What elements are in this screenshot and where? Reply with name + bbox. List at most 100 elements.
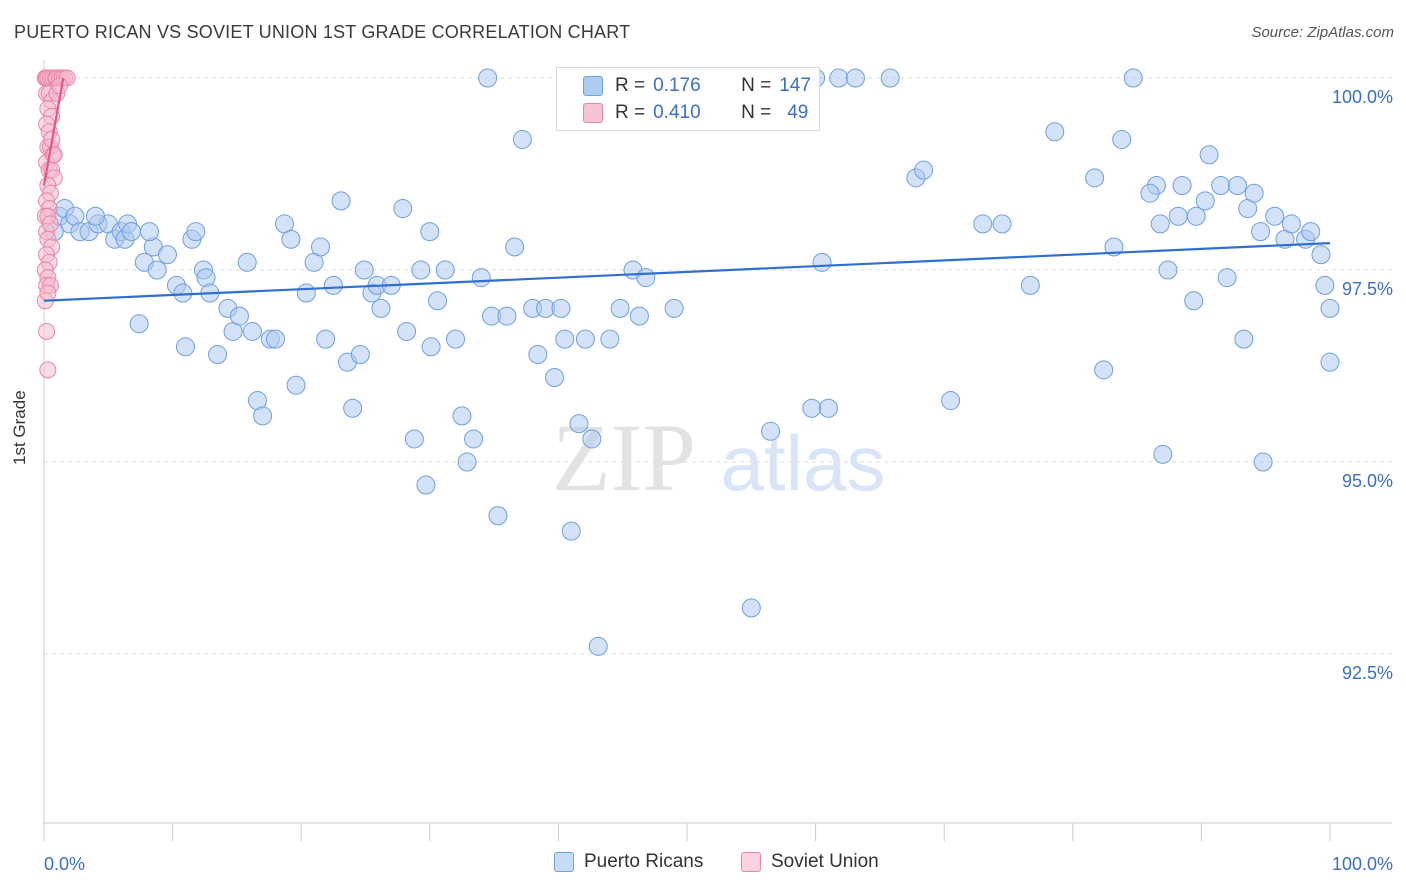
data-point	[880, 68, 900, 88]
data-point	[1315, 275, 1335, 295]
legend-n-value: 147	[779, 75, 811, 96]
data-point	[528, 344, 548, 364]
data-point	[296, 283, 316, 303]
y-tick-labels: 92.5% 95.0% 97.5% 100.0%	[1332, 87, 1393, 683]
data-point	[121, 222, 141, 242]
data-point	[1211, 176, 1231, 196]
data-point	[1140, 183, 1160, 203]
data-point	[464, 429, 484, 449]
data-point	[575, 329, 595, 349]
watermark-atlas: atlas	[721, 419, 886, 507]
data-point	[186, 222, 206, 242]
data-point	[281, 229, 301, 249]
data-point	[600, 329, 620, 349]
data-point	[1020, 275, 1040, 295]
data-point	[973, 214, 993, 234]
bottom-legend-soviet-union: Soviet Union	[741, 851, 879, 873]
data-point	[286, 375, 306, 395]
data-point	[1265, 206, 1285, 226]
data-point	[1172, 176, 1192, 196]
data-point	[588, 636, 608, 656]
bottom-swatch-pink	[741, 852, 761, 872]
data-point	[393, 199, 413, 219]
legend-n-label: N =	[741, 102, 772, 123]
data-point	[664, 298, 684, 318]
data-point	[812, 252, 832, 272]
data-point	[350, 344, 370, 364]
data-point	[139, 222, 159, 242]
data-point	[416, 475, 436, 495]
data-point	[1217, 268, 1237, 288]
data-point	[242, 321, 262, 341]
data-point	[354, 260, 374, 280]
legend-swatch-pink	[583, 103, 603, 123]
data-point	[1195, 191, 1215, 211]
data-point	[428, 291, 448, 311]
y-tick-label: 100.0%	[1332, 87, 1393, 107]
data-point	[1168, 206, 1188, 226]
data-point	[41, 215, 59, 233]
data-point	[435, 260, 455, 280]
data-point	[1253, 452, 1273, 472]
data-point	[512, 129, 532, 149]
data-point	[421, 337, 441, 357]
data-point	[157, 245, 177, 265]
data-point	[818, 398, 838, 418]
data-point	[85, 206, 105, 226]
data-point	[371, 298, 391, 318]
data-point	[1112, 129, 1132, 149]
legend-r-label: R =	[615, 102, 646, 123]
data-point	[914, 160, 934, 180]
data-point	[237, 252, 257, 272]
data-point	[323, 275, 343, 295]
data-point	[38, 322, 56, 340]
data-point	[551, 298, 571, 318]
data-point	[343, 398, 363, 418]
x-tick-label: 100.0%	[1332, 854, 1393, 874]
data-point	[1158, 260, 1178, 280]
stats-legend: R = 0.176 N = 147 R = 0.410 N = 49	[556, 67, 820, 131]
data-point	[1045, 122, 1065, 142]
data-point	[1281, 214, 1301, 234]
data-point	[1320, 352, 1340, 372]
data-point	[610, 298, 630, 318]
data-point	[1150, 214, 1170, 234]
data-point	[561, 521, 581, 541]
data-point	[310, 237, 330, 257]
legend-swatch-blue	[583, 76, 603, 96]
x-tick-label: 0.0%	[44, 854, 85, 874]
data-point	[1234, 329, 1254, 349]
legend-row-puerto-ricans: R = 0.176 N = 147	[583, 74, 811, 98]
legend-row-soviet-union: R = 0.410 N = 49	[583, 101, 808, 125]
data-point	[1311, 245, 1331, 265]
bottom-swatch-blue	[554, 852, 574, 872]
data-point	[331, 191, 351, 211]
data-point	[50, 77, 68, 95]
data-point	[829, 68, 849, 88]
data-point	[265, 329, 285, 349]
bottom-legend-label: Soviet Union	[771, 851, 879, 872]
data-point	[941, 391, 961, 411]
legend-r-value: 0.176	[653, 75, 701, 96]
data-point	[505, 237, 525, 257]
data-point	[1186, 206, 1206, 226]
data-point	[1320, 298, 1340, 318]
data-point	[845, 68, 865, 88]
bottom-legend-puerto-ricans: Puerto Ricans	[554, 851, 703, 873]
data-point	[253, 406, 273, 426]
data-point	[1251, 222, 1271, 242]
legend-n-value: 49	[787, 102, 809, 123]
x-tick-labels: 0.0% 100.0%	[44, 854, 1393, 874]
data-point	[1153, 444, 1173, 464]
data-point	[1244, 183, 1264, 203]
y-tick-label: 95.0%	[1342, 471, 1393, 491]
trend-line-soviet-union	[42, 77, 65, 186]
source-label: Source: ZipAtlas.com	[1251, 24, 1394, 41]
watermark: ZIP atlas	[552, 404, 885, 511]
data-point	[555, 329, 575, 349]
data-point	[1184, 291, 1204, 311]
data-point	[471, 268, 491, 288]
y-tick-label: 97.5%	[1342, 279, 1393, 299]
data-point	[992, 214, 1012, 234]
